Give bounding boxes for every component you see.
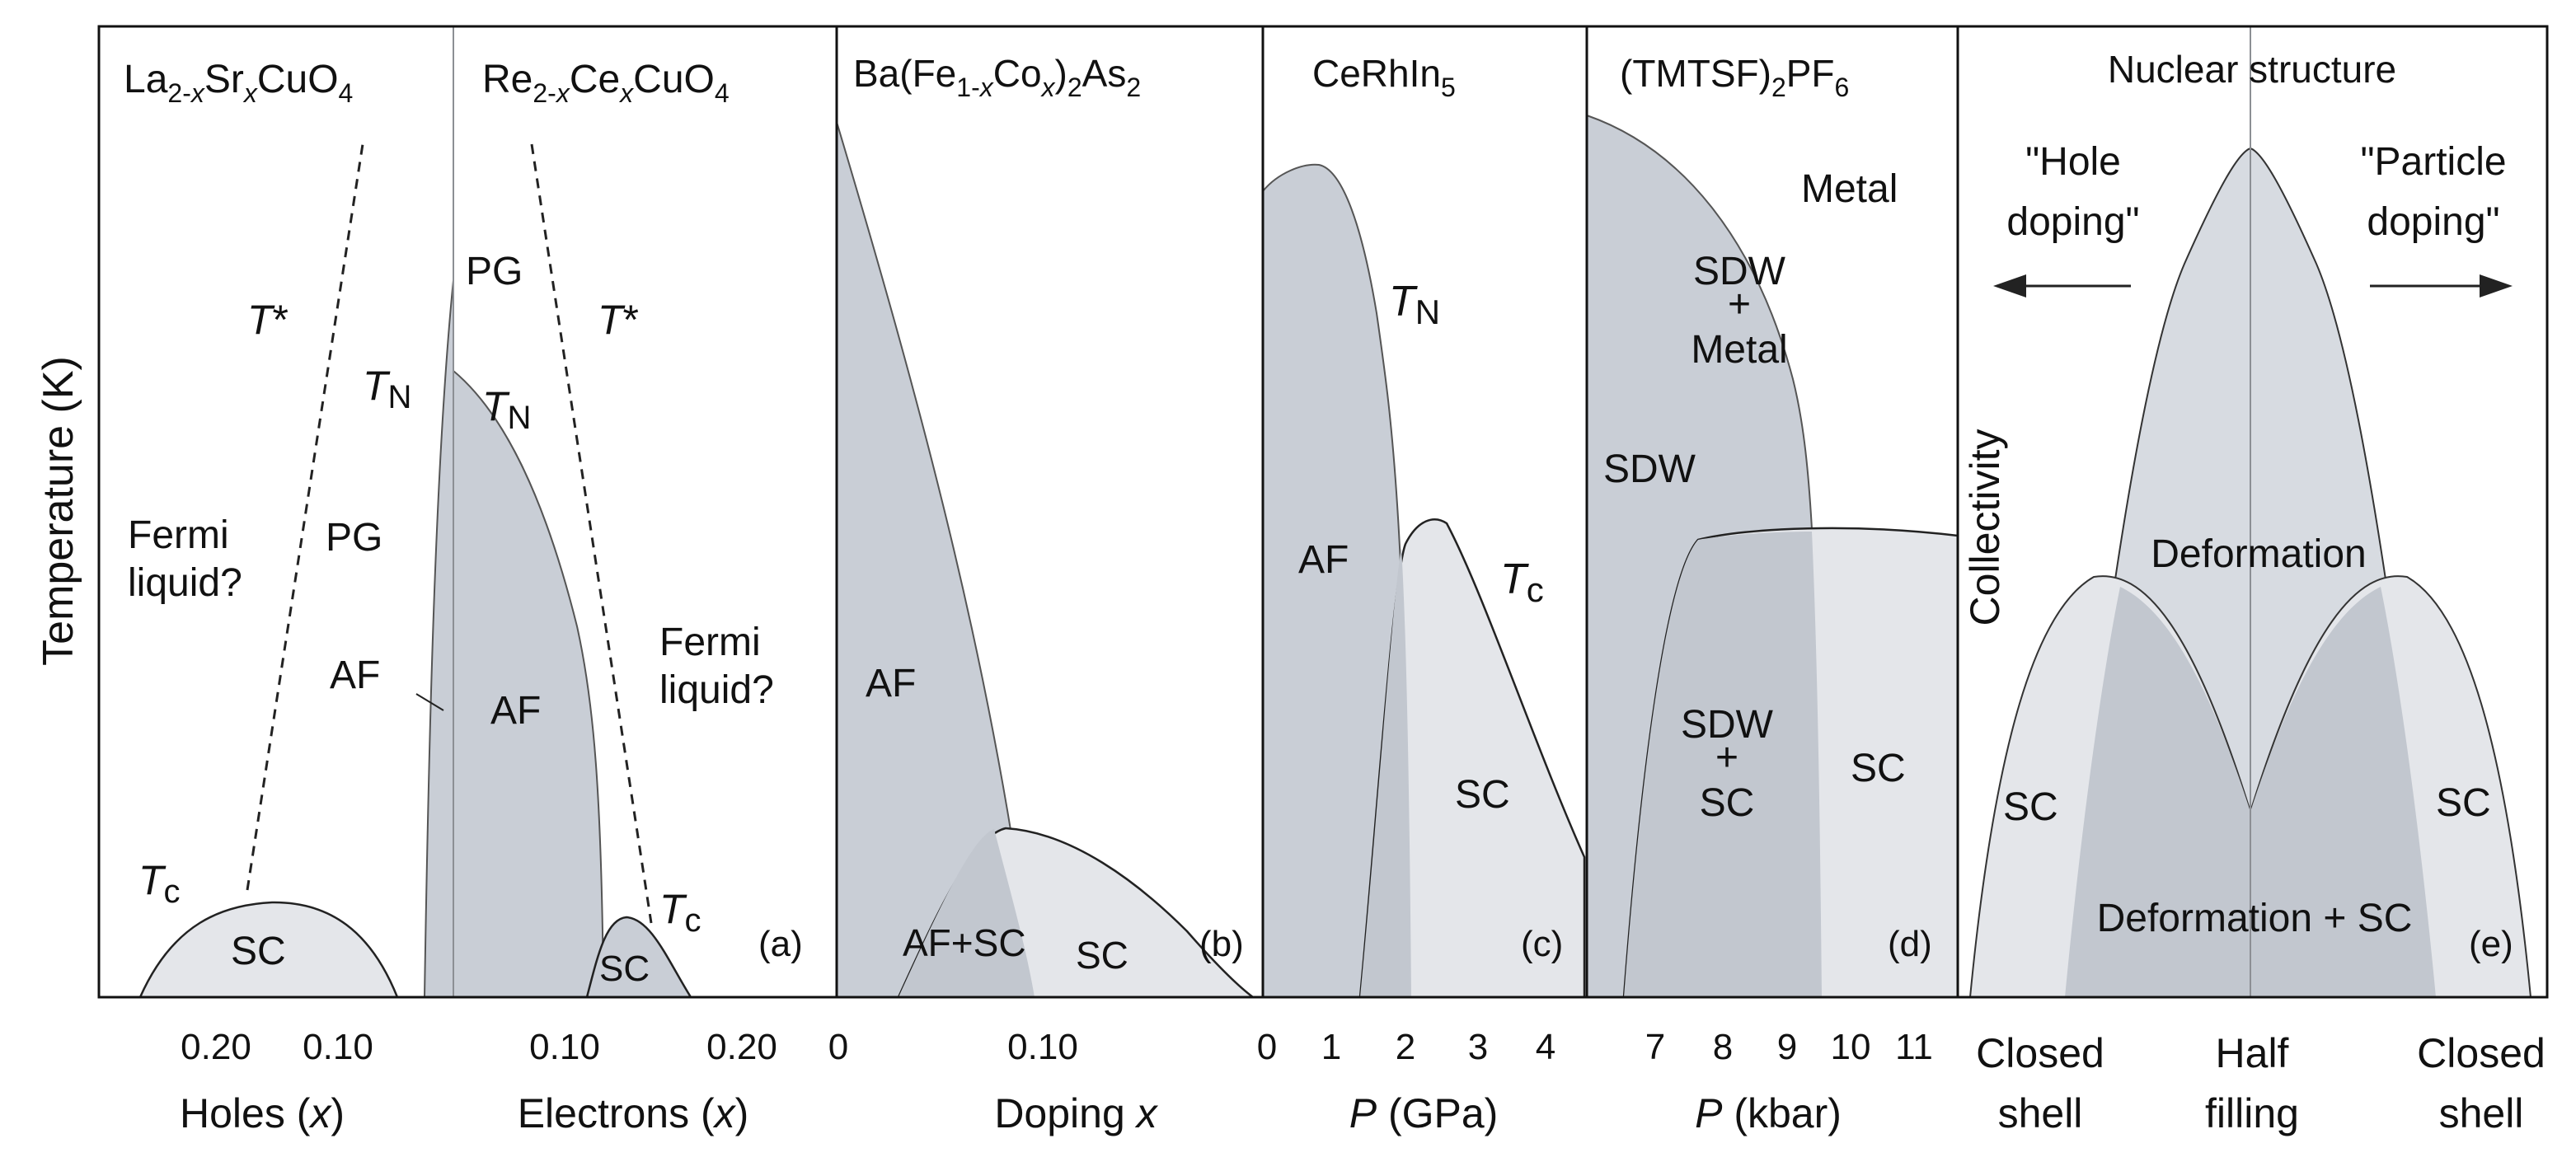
- label-af-cerhin5: AF: [1298, 538, 1349, 582]
- tick-b-0: 0: [828, 1027, 848, 1067]
- region-afsc-bfca: [899, 829, 1035, 997]
- regions-layer: [138, 114, 2532, 999]
- xlabel-doping: Doping x: [994, 1090, 1158, 1136]
- tick-c-3: 3: [1468, 1027, 1488, 1067]
- label-afsc-bfca: AF+SC: [903, 921, 1026, 964]
- panel-c-title: CeRhIn5: [1312, 52, 1456, 102]
- xlabel-electrons: Electrons (x): [518, 1090, 749, 1136]
- panel-e-label: (e): [2469, 924, 2513, 964]
- label-fermi-ncco: Fermi liquid?: [659, 621, 774, 712]
- hole-doping-arrowhead: [1993, 274, 2026, 298]
- panel-d: (TMTSF)2PF6 Metal SDW + Metal SDW SDW + SC S…: [1603, 52, 1933, 1136]
- label-sc-tmtsf: SC: [1851, 747, 1906, 790]
- label-tc-ncco: Tc: [659, 886, 701, 939]
- panel-c-label: (c): [1521, 924, 1563, 964]
- label-af-ncco: AF: [490, 689, 541, 733]
- tick-d-1: 8: [1713, 1027, 1733, 1067]
- label-pg-ncco: PG: [466, 250, 523, 293]
- label-deformation: Deformation: [2151, 532, 2366, 576]
- tick-c-4: 4: [1536, 1027, 1555, 1067]
- label-sdw-tmtsf: SDW: [1603, 447, 1696, 491]
- panel-frame-e: [1956, 25, 2549, 999]
- tick-d-2: 9: [1777, 1027, 1797, 1067]
- tick-e-closed-shell-left: Closed shell: [1976, 1030, 2104, 1136]
- lines-layer: [246, 26, 2251, 997]
- tick-a-2: 0.10: [529, 1027, 600, 1067]
- tick-e-half-filling: Half filling: [2205, 1030, 2299, 1136]
- panel-a: La2-xSrxCuO4 Re2-xCexCuO4 T* T* TN TN PG…: [124, 58, 803, 1136]
- panel-e-title: Nuclear structure: [2108, 48, 2396, 91]
- region-defsc-right-nuclear: [2250, 587, 2436, 997]
- region-defsc-left-nuclear: [2065, 587, 2250, 997]
- panel-b: Ba(Fe1-xCox)2As2 AF AF+SC SC (b) 0 0.10 …: [828, 52, 1244, 1136]
- region-sc-cerhin5: [1358, 518, 1586, 999]
- label-sc-lsco: SC: [231, 930, 286, 973]
- label-tc-cerhin5: Tc: [1500, 555, 1544, 609]
- label-tn-lsco: TN: [363, 363, 411, 415]
- panel-frames: [97, 25, 2549, 999]
- label-tstar-ncco: T*: [598, 297, 639, 343]
- region-afsc-cerhin5: [1360, 548, 1411, 997]
- panel-a-label: (a): [758, 924, 803, 964]
- label-sc-left-nuclear: SC: [2003, 785, 2058, 829]
- tick-e-closed-shell-right: Closed shell: [2417, 1030, 2546, 1136]
- region-sc-lsco: [138, 901, 399, 999]
- af-pointer-line: [415, 693, 444, 711]
- label-tstar-lsco: T*: [247, 297, 289, 343]
- label-sdw-sc-tmtsf: SDW + SC: [1681, 703, 1774, 825]
- tick-b-1: 0.10: [1007, 1027, 1078, 1067]
- tick-c-1: 1: [1321, 1027, 1341, 1067]
- panel-a-title-right: Re2-xCexCuO4: [482, 58, 730, 108]
- tick-d-0: 7: [1645, 1027, 1665, 1067]
- label-af-bfca: AF: [866, 662, 916, 705]
- tick-d-4: 11: [1895, 1027, 1933, 1067]
- panel-e: Nuclear structure "Hole doping" "Particle…: [1962, 48, 2546, 1136]
- panel-b-label: (b): [1199, 924, 1244, 964]
- label-af-lsco: AF: [330, 654, 380, 697]
- panel-b-title: Ba(Fe1-xCox)2As2: [853, 52, 1141, 102]
- tick-a-3: 0.20: [706, 1027, 777, 1067]
- region-sc-ncco: [585, 916, 693, 999]
- label-sdw-metal-tmtsf: SDW + Metal: [1691, 250, 1787, 372]
- label-metal-tmtsf: Metal: [1801, 167, 1898, 211]
- tick-d-3: 10: [1831, 1027, 1871, 1067]
- xlabel-pressure-kbar: P (kbar): [1695, 1090, 1842, 1136]
- tick-a-1: 0.10: [303, 1027, 373, 1067]
- label-sc-right-nuclear: SC: [2436, 781, 2491, 825]
- label-pg-lsco: PG: [326, 516, 382, 560]
- label-deformation-sc: Deformation + SC: [2097, 897, 2413, 940]
- label-sc-bfca: SC: [1076, 934, 1128, 977]
- xlabel-holes: Holes (x): [180, 1090, 345, 1136]
- panel-a-title-left: La2-xSrxCuO4: [124, 58, 353, 108]
- tick-c-2: 2: [1396, 1027, 1415, 1067]
- region-af-lsco: [423, 279, 454, 998]
- y-axis-label-collectivity: Collectivity: [1962, 429, 2008, 626]
- label-sc-ncco: SC: [599, 949, 650, 989]
- tstar-line-lsco: [246, 143, 364, 891]
- region-af-ncco: [453, 368, 605, 998]
- label-sc-cerhin5: SC: [1455, 773, 1510, 817]
- label-fermi-lsco: Fermi liquid?: [128, 513, 242, 605]
- label-hole-doping: "Hole doping": [2006, 140, 2139, 244]
- tick-a-0: 0.20: [181, 1027, 251, 1067]
- label-tn-cerhin5: TN: [1389, 278, 1440, 331]
- region-sdwsc-tmtsf: [1624, 532, 1822, 997]
- panel-d-title: (TMTSF)2PF6: [1620, 52, 1849, 102]
- y-axis-label: Temperature (K): [35, 356, 82, 666]
- label-tn-ncco: TN: [482, 383, 531, 436]
- xlabel-pressure-gpa: P (GPa): [1349, 1090, 1499, 1136]
- label-tc-lsco: Tc: [138, 857, 181, 910]
- panel-c: CeRhIn5 TN AF Tc SC (c) 0 1 2 3 4 P (GPa…: [1257, 52, 1564, 1136]
- tick-c-0: 0: [1257, 1027, 1277, 1067]
- particle-doping-arrowhead: [2480, 274, 2513, 298]
- panel-d-label: (d): [1888, 924, 1932, 964]
- label-particle-doping: "Particle doping": [2360, 140, 2506, 244]
